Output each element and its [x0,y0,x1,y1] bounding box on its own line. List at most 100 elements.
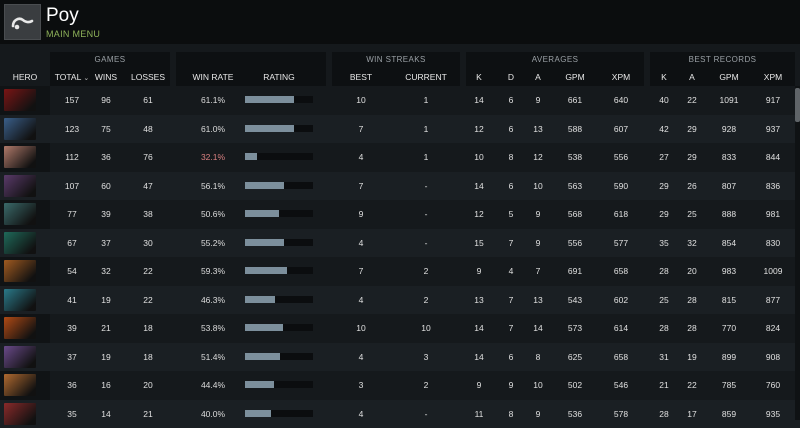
table-row[interactable]: 37 19 18 51.4% 4 3 14 6 8 625 658 31 19 899 908 [0,342,800,371]
cell-a: 7 [535,266,541,276]
column-header-rating[interactable]: RATING [263,72,295,82]
games-group-title: GAMES [94,55,126,64]
hero-portrait-icon[interactable] [4,203,36,225]
cell-losses: 18 [143,351,153,362]
column-header-current[interactable]: CURRENT [405,72,447,82]
cell-win-rate: 50.6% [200,209,226,219]
hero-portrait-icon[interactable] [4,89,36,111]
cell-best: 4 [358,408,364,419]
cell-k: 10 [474,152,484,162]
cell-losses: 48 [143,123,153,134]
cell-wins: 37 [101,237,111,248]
column-header-best-xpm[interactable]: XPM [763,72,783,82]
sort-descending-icon: ⌄ [83,75,90,82]
cell-total: 157 [64,95,80,105]
cell-k: 9 [476,266,482,276]
column-header-losses[interactable]: LOSSES [130,72,166,82]
column-header-total[interactable]: TOTAL ⌄ [52,72,92,82]
hero-portrait-icon[interactable] [4,146,36,168]
hero-portrait-icon[interactable] [4,117,36,140]
cell-total: 123 [64,123,80,134]
cell-k: 15 [474,237,484,248]
column-header-best-k[interactable]: K [661,72,667,82]
table-row[interactable]: 77 39 38 50.6% 9 - 12 5 9 568 618 29 25 888 981 [0,200,800,228]
rating-bar-fill [245,352,281,360]
rating-bar-fill [245,409,271,417]
hero-portrait-icon[interactable] [4,317,36,339]
rating-bar [245,381,313,388]
cell-a: 9 [535,408,541,419]
cell-gpm: 573 [567,323,583,333]
cell-xpm: 546 [613,380,629,390]
cell-best-xpm: 917 [765,95,781,105]
column-header-hero[interactable]: HERO [12,72,38,82]
table-row[interactable]: 123 75 48 61.0% 7 1 12 6 13 588 607 42 29 928 937 [0,114,800,143]
rating-bar-fill [245,153,257,160]
cell-best-a: 26 [687,180,697,191]
hero-portrait-icon[interactable] [4,402,36,425]
cell-best-gpm: 1091 [719,95,739,105]
rating-group-header [176,52,326,86]
table-row[interactable]: 67 37 30 55.2% 4 - 15 7 9 556 577 35 32 854 830 [0,228,800,257]
cell-best-k: 40 [659,95,669,105]
cell-total: 54 [67,266,77,276]
cell-k: 14 [474,351,484,362]
hero-portrait-icon[interactable] [4,174,36,197]
scrollbar-thumb[interactable] [795,88,800,122]
column-header-best[interactable]: BEST [349,72,373,82]
column-header-a[interactable]: A [535,72,541,82]
cell-win-rate: 56.1% [200,180,226,191]
column-header-d[interactable]: D [507,72,515,82]
cell-best-k: 27 [659,152,669,162]
main-menu-link[interactable]: MAIN MENU [46,29,101,39]
cell-win-rate: 61.0% [200,123,226,134]
cell-best-xpm: 836 [765,180,781,191]
cell-d: 6 [508,351,514,362]
dota-logo-icon[interactable] [4,4,41,40]
cell-k: 12 [474,209,484,219]
cell-total: 37 [67,351,77,362]
table-row[interactable]: 107 60 47 56.1% 7 - 14 6 10 563 590 29 26 807 836 [0,171,800,200]
cell-current: - [424,209,428,219]
hero-portrait-icon[interactable] [4,260,36,282]
cell-win-rate: 53.8% [200,323,226,333]
cell-d: 8 [508,408,514,419]
hero-portrait-icon[interactable] [4,345,36,368]
table-row[interactable]: 112 36 76 32.1% 4 1 10 8 12 538 556 27 29 833 844 [0,143,800,171]
scrollbar-track[interactable] [795,86,800,420]
table-row[interactable]: 36 16 20 44.4% 3 2 9 9 10 502 546 21 22 785 760 [0,371,800,399]
column-header-win-rate[interactable]: WIN RATE [192,72,234,82]
table-row[interactable]: 35 14 21 40.0% 4 - 11 8 9 536 578 28 17 859 935 [0,399,800,428]
table-row[interactable]: 41 19 22 46.3% 4 2 13 7 13 543 602 25 28 815 877 [0,285,800,314]
column-header-k[interactable]: K [476,72,482,82]
cell-best: 10 [356,95,366,105]
cell-best: 4 [358,152,364,162]
table-row[interactable]: 157 96 61 61.1% 10 1 14 6 9 661 640 40 22 1091 917 [0,86,800,114]
cell-best-k: 28 [659,323,669,333]
cell-xpm: 658 [613,266,629,276]
cell-best-gpm: 785 [721,380,737,390]
cell-wins: 32 [101,266,111,276]
hero-portrait-icon[interactable] [4,288,36,311]
hero-portrait-icon[interactable] [4,231,36,254]
column-header-best-a[interactable]: A [689,72,695,82]
rating-bar [245,124,313,132]
column-header-wins[interactable]: WINS [94,72,118,82]
cell-best-a: 29 [687,152,697,162]
table-row[interactable]: 39 21 18 53.8% 10 10 14 7 14 573 614 28 28 770 824 [0,314,800,342]
cell-a: 13 [533,123,543,134]
cell-best-gpm: 770 [721,323,737,333]
cell-best-xpm: 760 [765,380,781,390]
cell-a: 10 [533,380,543,390]
cell-k: 14 [474,95,484,105]
averages-group-header [466,52,644,86]
best-records-group-header [650,52,795,86]
column-header-best-gpm[interactable]: GPM [719,72,739,82]
cell-xpm: 602 [613,294,629,305]
column-header-xpm[interactable]: XPM [611,72,631,82]
table-row[interactable]: 54 32 22 59.3% 7 2 9 4 7 691 658 28 20 983 1009 [0,257,800,285]
cell-win-rate: 61.1% [200,95,226,105]
cell-wins: 16 [101,380,111,390]
column-header-gpm[interactable]: GPM [565,72,585,82]
hero-portrait-icon[interactable] [4,374,36,396]
